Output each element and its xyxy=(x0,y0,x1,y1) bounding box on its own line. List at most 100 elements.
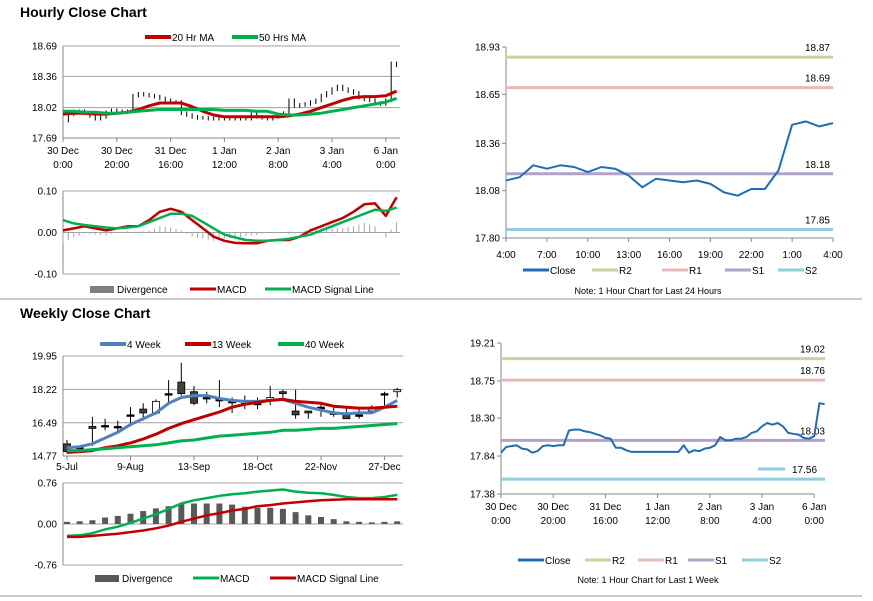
x-tick-label: 0:00 xyxy=(491,516,511,527)
x-tick-label: 12:00 xyxy=(645,516,670,527)
ma-line-2 xyxy=(67,422,398,453)
x-tick-label: 4:00 xyxy=(752,516,772,527)
divergence-bar xyxy=(343,521,350,524)
y-tick-label: -0.10 xyxy=(34,270,57,281)
divergence-bar xyxy=(203,503,210,524)
candle-body xyxy=(88,426,97,429)
legend-label: R1 xyxy=(665,556,678,567)
x-tick-label: 6 Jan xyxy=(802,502,826,513)
candle-body xyxy=(304,410,313,414)
divergence-bar xyxy=(191,503,197,524)
y-tick-label: 18.22 xyxy=(32,385,57,396)
candle-body xyxy=(278,391,287,395)
x-tick-label: 13-Sep xyxy=(178,462,211,473)
ma-line-1 xyxy=(63,96,398,117)
y-tick-label: 18.69 xyxy=(32,42,57,53)
x-tick-label: 22:00 xyxy=(739,250,764,261)
x-tick-label: 27-Dec xyxy=(368,462,400,473)
x-tick-label: 31 Dec xyxy=(155,146,187,157)
x-tick-label: 20:00 xyxy=(541,516,566,527)
candle-body xyxy=(202,397,211,400)
x-tick-label: 31 Dec xyxy=(590,502,622,513)
chart-note: Note: 1 Hour Chart for Last 24 Hours xyxy=(574,286,722,296)
candle-body xyxy=(139,408,148,414)
divergence-bar xyxy=(394,521,401,524)
x-tick-label: 13:00 xyxy=(616,250,641,261)
close-line xyxy=(500,402,825,454)
legend-label: R2 xyxy=(612,556,625,567)
divergence-bar xyxy=(292,512,299,524)
level-label-r1: 18.76 xyxy=(800,366,825,377)
legend-label: Divergence xyxy=(122,574,173,585)
level-label-r2: 18.87 xyxy=(805,43,830,54)
x-tick-label: 1 Jan xyxy=(212,146,236,157)
y-tick-label: 18.02 xyxy=(32,103,57,114)
y-tick-label: 18.08 xyxy=(475,186,500,197)
y-tick-label: 16.49 xyxy=(32,418,57,429)
divergence-bar xyxy=(229,504,236,524)
legend-label: 4 Week xyxy=(127,340,162,351)
divergence-bar xyxy=(127,513,134,524)
x-tick-label: 30 Dec xyxy=(485,502,517,513)
divergence-bar xyxy=(114,515,121,524)
level-label-s2: 17.85 xyxy=(805,216,830,227)
x-tick-label: 4:00 xyxy=(322,160,342,171)
candle-body xyxy=(190,391,198,404)
legend-label: 13 Week xyxy=(212,340,252,351)
y-tick-label: 0.76 xyxy=(38,479,58,490)
divergence-bar xyxy=(89,520,96,524)
y-tick-label: -0.76 xyxy=(34,561,57,572)
y-tick-label: 18.75 xyxy=(470,376,495,387)
x-tick-label: 30 Dec xyxy=(101,146,133,157)
x-tick-label: 7:00 xyxy=(537,250,557,261)
legend-label: S1 xyxy=(715,556,728,567)
x-tick-label: 22-Nov xyxy=(305,462,337,473)
y-tick-label: 14.77 xyxy=(32,452,57,463)
ma-line-0 xyxy=(66,394,398,450)
y-tick-label: 0.00 xyxy=(38,520,58,531)
x-tick-label: 5-Jul xyxy=(56,462,78,473)
y-tick-label: 17.80 xyxy=(475,234,500,245)
x-tick-label: 16:00 xyxy=(593,516,618,527)
x-tick-label: 16:00 xyxy=(657,250,682,261)
candle-body xyxy=(355,414,364,417)
divergence-bar xyxy=(102,517,109,524)
candle-body xyxy=(113,426,122,429)
legend-label: MACD Signal Line xyxy=(292,285,374,296)
x-tick-label: 1:00 xyxy=(782,250,802,261)
divergence-bar xyxy=(267,507,274,524)
divergence-bar xyxy=(279,508,286,524)
divergence-bar xyxy=(241,506,248,524)
macd-line xyxy=(66,488,398,538)
legend-label: 50 Hrs MA xyxy=(259,33,307,44)
signal-line xyxy=(62,206,397,243)
x-tick-label: 1 Jan xyxy=(645,502,669,513)
legend-label: S2 xyxy=(805,266,818,277)
y-tick-label: 0.00 xyxy=(38,228,58,239)
y-tick-label: 17.84 xyxy=(470,452,495,463)
y-tick-label: 0.10 xyxy=(38,187,58,198)
candle-body xyxy=(126,414,135,417)
close-line xyxy=(505,120,834,197)
x-tick-label: 30 Dec xyxy=(537,502,569,513)
legend-label: S1 xyxy=(752,266,765,277)
chart-note: Note: 1 Hour Chart for Last 1 Week xyxy=(578,575,719,585)
x-tick-label: 8:00 xyxy=(700,516,720,527)
candle-body xyxy=(291,410,300,416)
x-tick-label: 10:00 xyxy=(575,250,600,261)
divergence-bar xyxy=(356,521,363,524)
x-tick-label: 3 Jan xyxy=(320,146,344,157)
level-label-s1: 18.03 xyxy=(800,426,825,437)
divergence-bar xyxy=(381,521,388,524)
candle-body xyxy=(177,381,186,395)
legend-label: MACD xyxy=(217,285,246,296)
x-tick-label: 3 Jan xyxy=(750,502,774,513)
candle-body xyxy=(393,389,402,393)
divergence-bar xyxy=(165,506,172,524)
legend-label: S2 xyxy=(769,556,782,567)
y-tick-label: 18.36 xyxy=(32,72,57,83)
y-tick-label: 18.65 xyxy=(475,90,500,101)
level-label-s1: 18.18 xyxy=(805,160,830,171)
divergence-bar xyxy=(178,504,185,524)
